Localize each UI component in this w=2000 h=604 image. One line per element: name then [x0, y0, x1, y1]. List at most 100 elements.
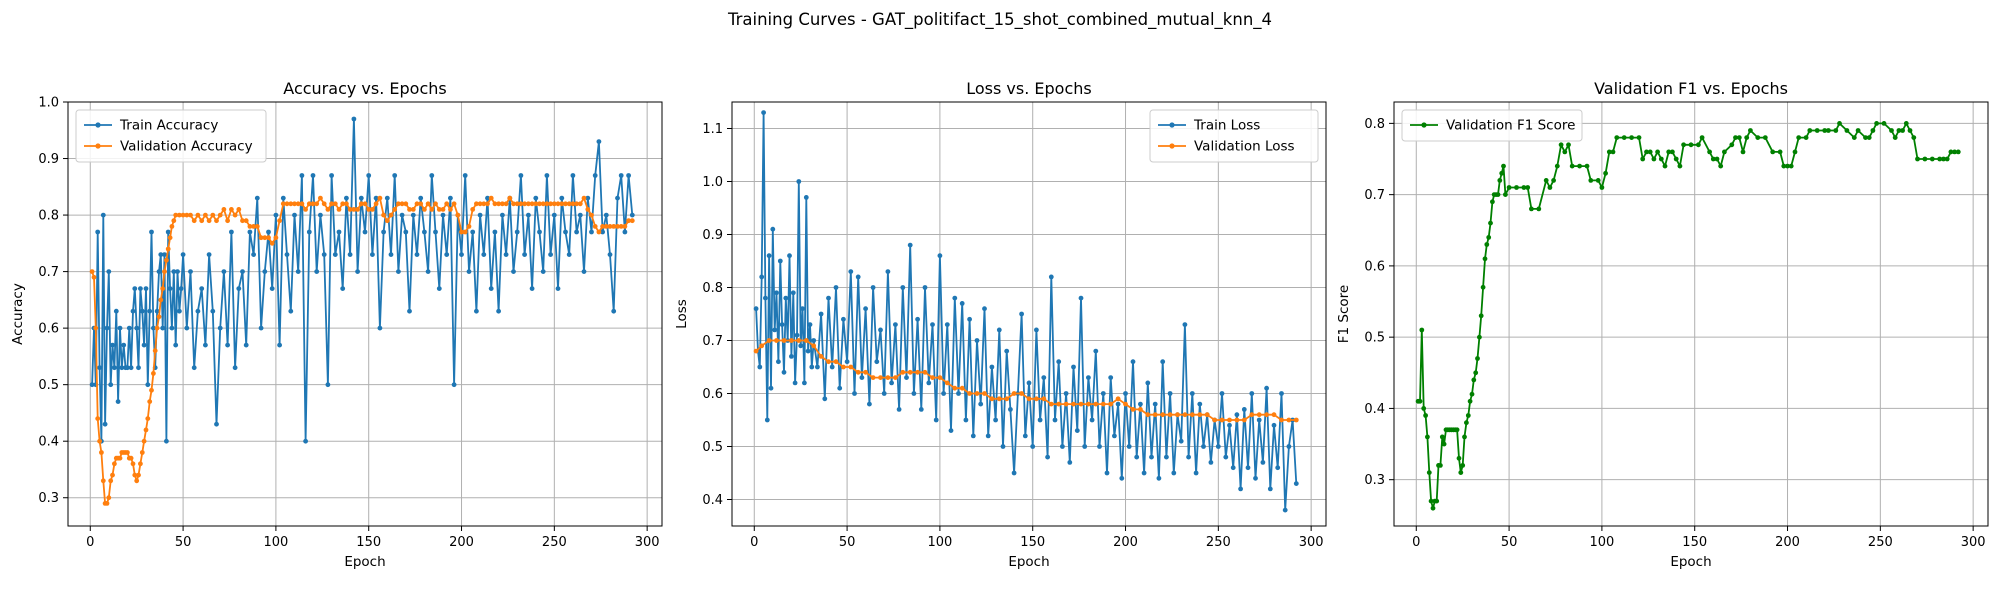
data-point: [1478, 313, 1484, 319]
data-point: [99, 450, 104, 455]
data-point: [1104, 470, 1110, 476]
data-point: [622, 224, 628, 229]
data-point: [1167, 412, 1173, 418]
data-point: [126, 325, 132, 331]
data-point: [1197, 412, 1203, 418]
legend-swatch-marker: [1169, 143, 1175, 149]
data-point: [1480, 284, 1486, 290]
data-point: [544, 201, 550, 207]
data-point: [611, 224, 617, 229]
data-point: [1189, 412, 1195, 418]
data-point: [993, 417, 998, 423]
data-point: [1145, 380, 1151, 386]
data-point: [1041, 396, 1047, 402]
data-point: [1636, 135, 1642, 141]
data-point: [1941, 156, 1946, 162]
data-point: [1071, 401, 1076, 407]
data-point: [596, 229, 602, 235]
data-point: [288, 308, 294, 314]
data-point: [1256, 412, 1262, 418]
data-point: [930, 322, 935, 327]
data-point: [826, 295, 831, 301]
data-point: [143, 286, 149, 291]
data-point: [332, 201, 338, 207]
data-point: [455, 212, 461, 218]
data-point: [1681, 142, 1686, 148]
data-point: [1100, 391, 1106, 396]
data-point: [247, 229, 253, 235]
data-point: [165, 229, 171, 235]
data-point: [1796, 135, 1802, 141]
data-point: [855, 274, 861, 280]
x-tick-label: 300: [1299, 535, 1324, 550]
data-point: [1071, 364, 1076, 370]
y-tick-label: 0.6: [38, 322, 59, 337]
data-point: [615, 195, 620, 201]
data-point: [102, 421, 108, 427]
data-point: [844, 359, 850, 365]
data-point: [900, 285, 906, 290]
data-point: [321, 201, 327, 207]
data-point: [781, 338, 787, 343]
data-point: [392, 173, 398, 178]
data-point: [373, 201, 379, 207]
data-point: [418, 201, 424, 207]
data-point: [429, 207, 435, 212]
data-point: [418, 195, 424, 201]
data-point: [164, 257, 169, 263]
data-point: [555, 286, 561, 291]
data-point: [1130, 407, 1136, 412]
data-point: [952, 295, 958, 301]
y-tick-label: 0.6: [1364, 259, 1385, 274]
data-point: [1004, 348, 1010, 354]
data-point: [169, 325, 175, 331]
data-point: [1115, 401, 1121, 407]
data-point: [1078, 401, 1084, 407]
data-point: [128, 455, 134, 461]
data-point: [1063, 391, 1069, 396]
chart-title: Accuracy vs. Epochs: [283, 79, 446, 98]
data-point: [1944, 156, 1950, 162]
data-point: [982, 391, 987, 396]
y-tick-label: 0.7: [38, 265, 59, 280]
data-point: [125, 450, 130, 455]
data-point: [922, 369, 928, 375]
series-validation-accuracy: [89, 195, 635, 506]
data-point: [477, 212, 483, 218]
data-point: [139, 450, 145, 455]
data-point: [511, 269, 516, 274]
data-point: [407, 207, 412, 212]
data-point: [1662, 163, 1668, 169]
series-line: [755, 339, 1297, 421]
chart-panel-1: 0 50 100 150 200 250 300 0.3 0.4 0.5 0.6 0.7 0.8 0.9 1…: [10, 79, 663, 570]
data-point: [156, 314, 162, 320]
data-point: [1434, 498, 1440, 504]
data-point: [251, 224, 256, 229]
data-point: [848, 364, 854, 370]
data-point: [1647, 149, 1653, 155]
data-point: [526, 212, 531, 218]
data-point: [537, 201, 542, 207]
data-point: [1293, 481, 1299, 486]
data-point: [188, 212, 193, 218]
x-tick-label: 50: [839, 535, 856, 550]
data-point: [403, 201, 409, 207]
data-point: [1490, 199, 1495, 205]
data-point: [1249, 391, 1255, 396]
data-point: [833, 359, 839, 365]
data-point: [1019, 391, 1024, 396]
data-point: [1223, 454, 1229, 460]
data-point: [1008, 407, 1013, 412]
data-point: [870, 285, 876, 290]
data-point: [89, 382, 95, 388]
data-point: [1264, 412, 1269, 418]
data-point: [336, 229, 342, 235]
data-point: [162, 269, 167, 274]
data-point: [855, 369, 861, 375]
data-point: [904, 375, 909, 380]
legend-entry: Train Accuracy: [119, 118, 218, 134]
data-point: [95, 229, 101, 235]
data-point: [759, 274, 765, 280]
data-point: [1282, 507, 1288, 513]
